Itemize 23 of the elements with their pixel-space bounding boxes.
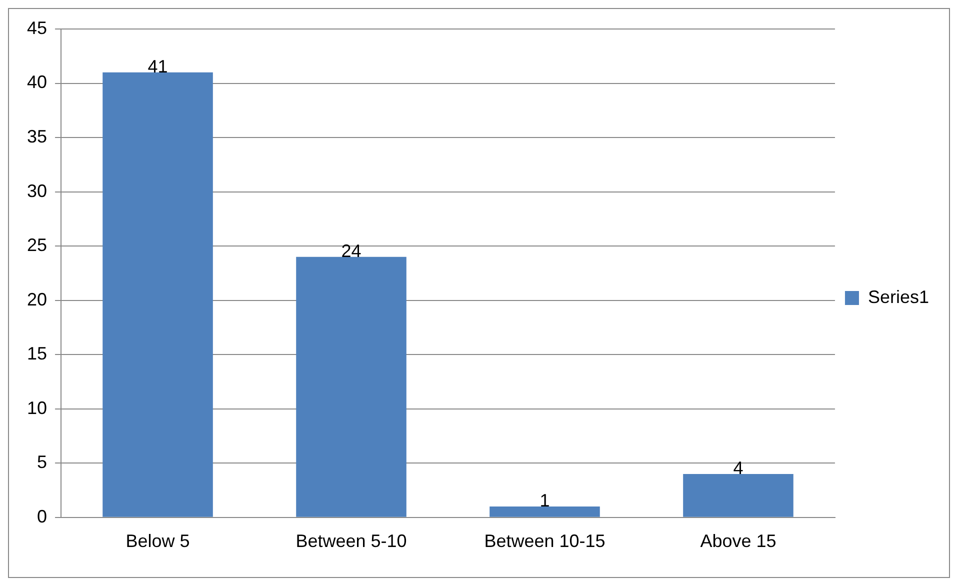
y-tick-label: 35 [26, 126, 48, 146]
bar [683, 474, 794, 517]
x-tick-label: Between 10-15 [484, 531, 606, 552]
data-label: 41 [148, 56, 168, 76]
data-label: 1 [540, 490, 550, 511]
legend-label: Series1 [868, 286, 929, 307]
bar [490, 506, 600, 517]
x-tick-label: Between 5-10 [296, 531, 407, 552]
data-label: 24 [341, 240, 362, 261]
data-label: 4 [733, 458, 744, 478]
y-tick-label: 20 [26, 289, 48, 310]
x-tick-label: Above 15 [700, 531, 776, 552]
y-tick-label: 10 [26, 398, 48, 418]
y-tick-label: 5 [37, 452, 48, 472]
y-tick-label: 0 [37, 506, 48, 526]
y-tick-label: 25 [26, 235, 48, 256]
y-tick-label: 30 [26, 180, 48, 201]
x-tick-label: Below 5 [126, 531, 190, 552]
bar [102, 72, 213, 517]
y-tick-label: 40 [26, 72, 48, 92]
y-tick-label: 15 [26, 344, 48, 364]
bar [296, 256, 406, 517]
y-tick-label: 45 [26, 18, 48, 38]
